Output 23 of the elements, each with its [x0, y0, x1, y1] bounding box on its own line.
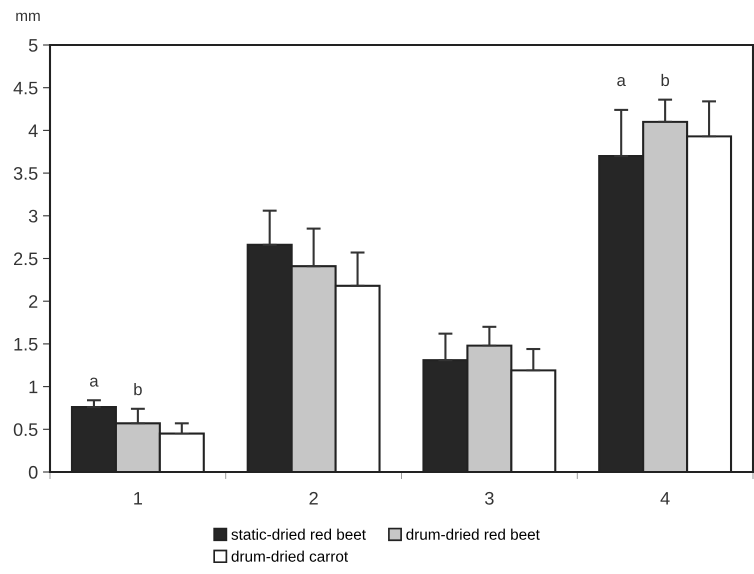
y-tick-label: 3.5 — [14, 167, 38, 180]
y-tick-label: 2.5 — [14, 252, 38, 266]
annotation: b — [134, 383, 142, 396]
annotation: a — [617, 76, 626, 86]
y-tick-label: 0 — [28, 466, 38, 479]
legend-label: drum-dried carrot — [232, 550, 348, 562]
annotation: b — [662, 74, 670, 86]
legend-label: static-dried red beet — [231, 528, 366, 540]
y-tick-label: 3 — [28, 210, 38, 223]
y-tick-label: 1 — [30, 380, 38, 394]
y-axis-title: mm — [16, 12, 40, 21]
x-tick-label: 2 — [310, 492, 318, 505]
y-tick-label: 1.5 — [14, 338, 38, 351]
y-tick-label: 0.5 — [14, 423, 38, 436]
x-tick-label: 3 — [485, 492, 494, 505]
y-tick-label: 4 — [28, 124, 38, 137]
legend-label: drum-dried red beet — [406, 528, 540, 540]
x-tick-label: 4 — [660, 492, 670, 505]
y-tick-label: 4.5 — [14, 82, 38, 94]
x-tick-label: 1 — [134, 492, 142, 505]
y-tick-label: 2 — [29, 295, 38, 308]
annotation: a — [90, 378, 99, 387]
y-tick-label: 5 — [28, 39, 38, 52]
